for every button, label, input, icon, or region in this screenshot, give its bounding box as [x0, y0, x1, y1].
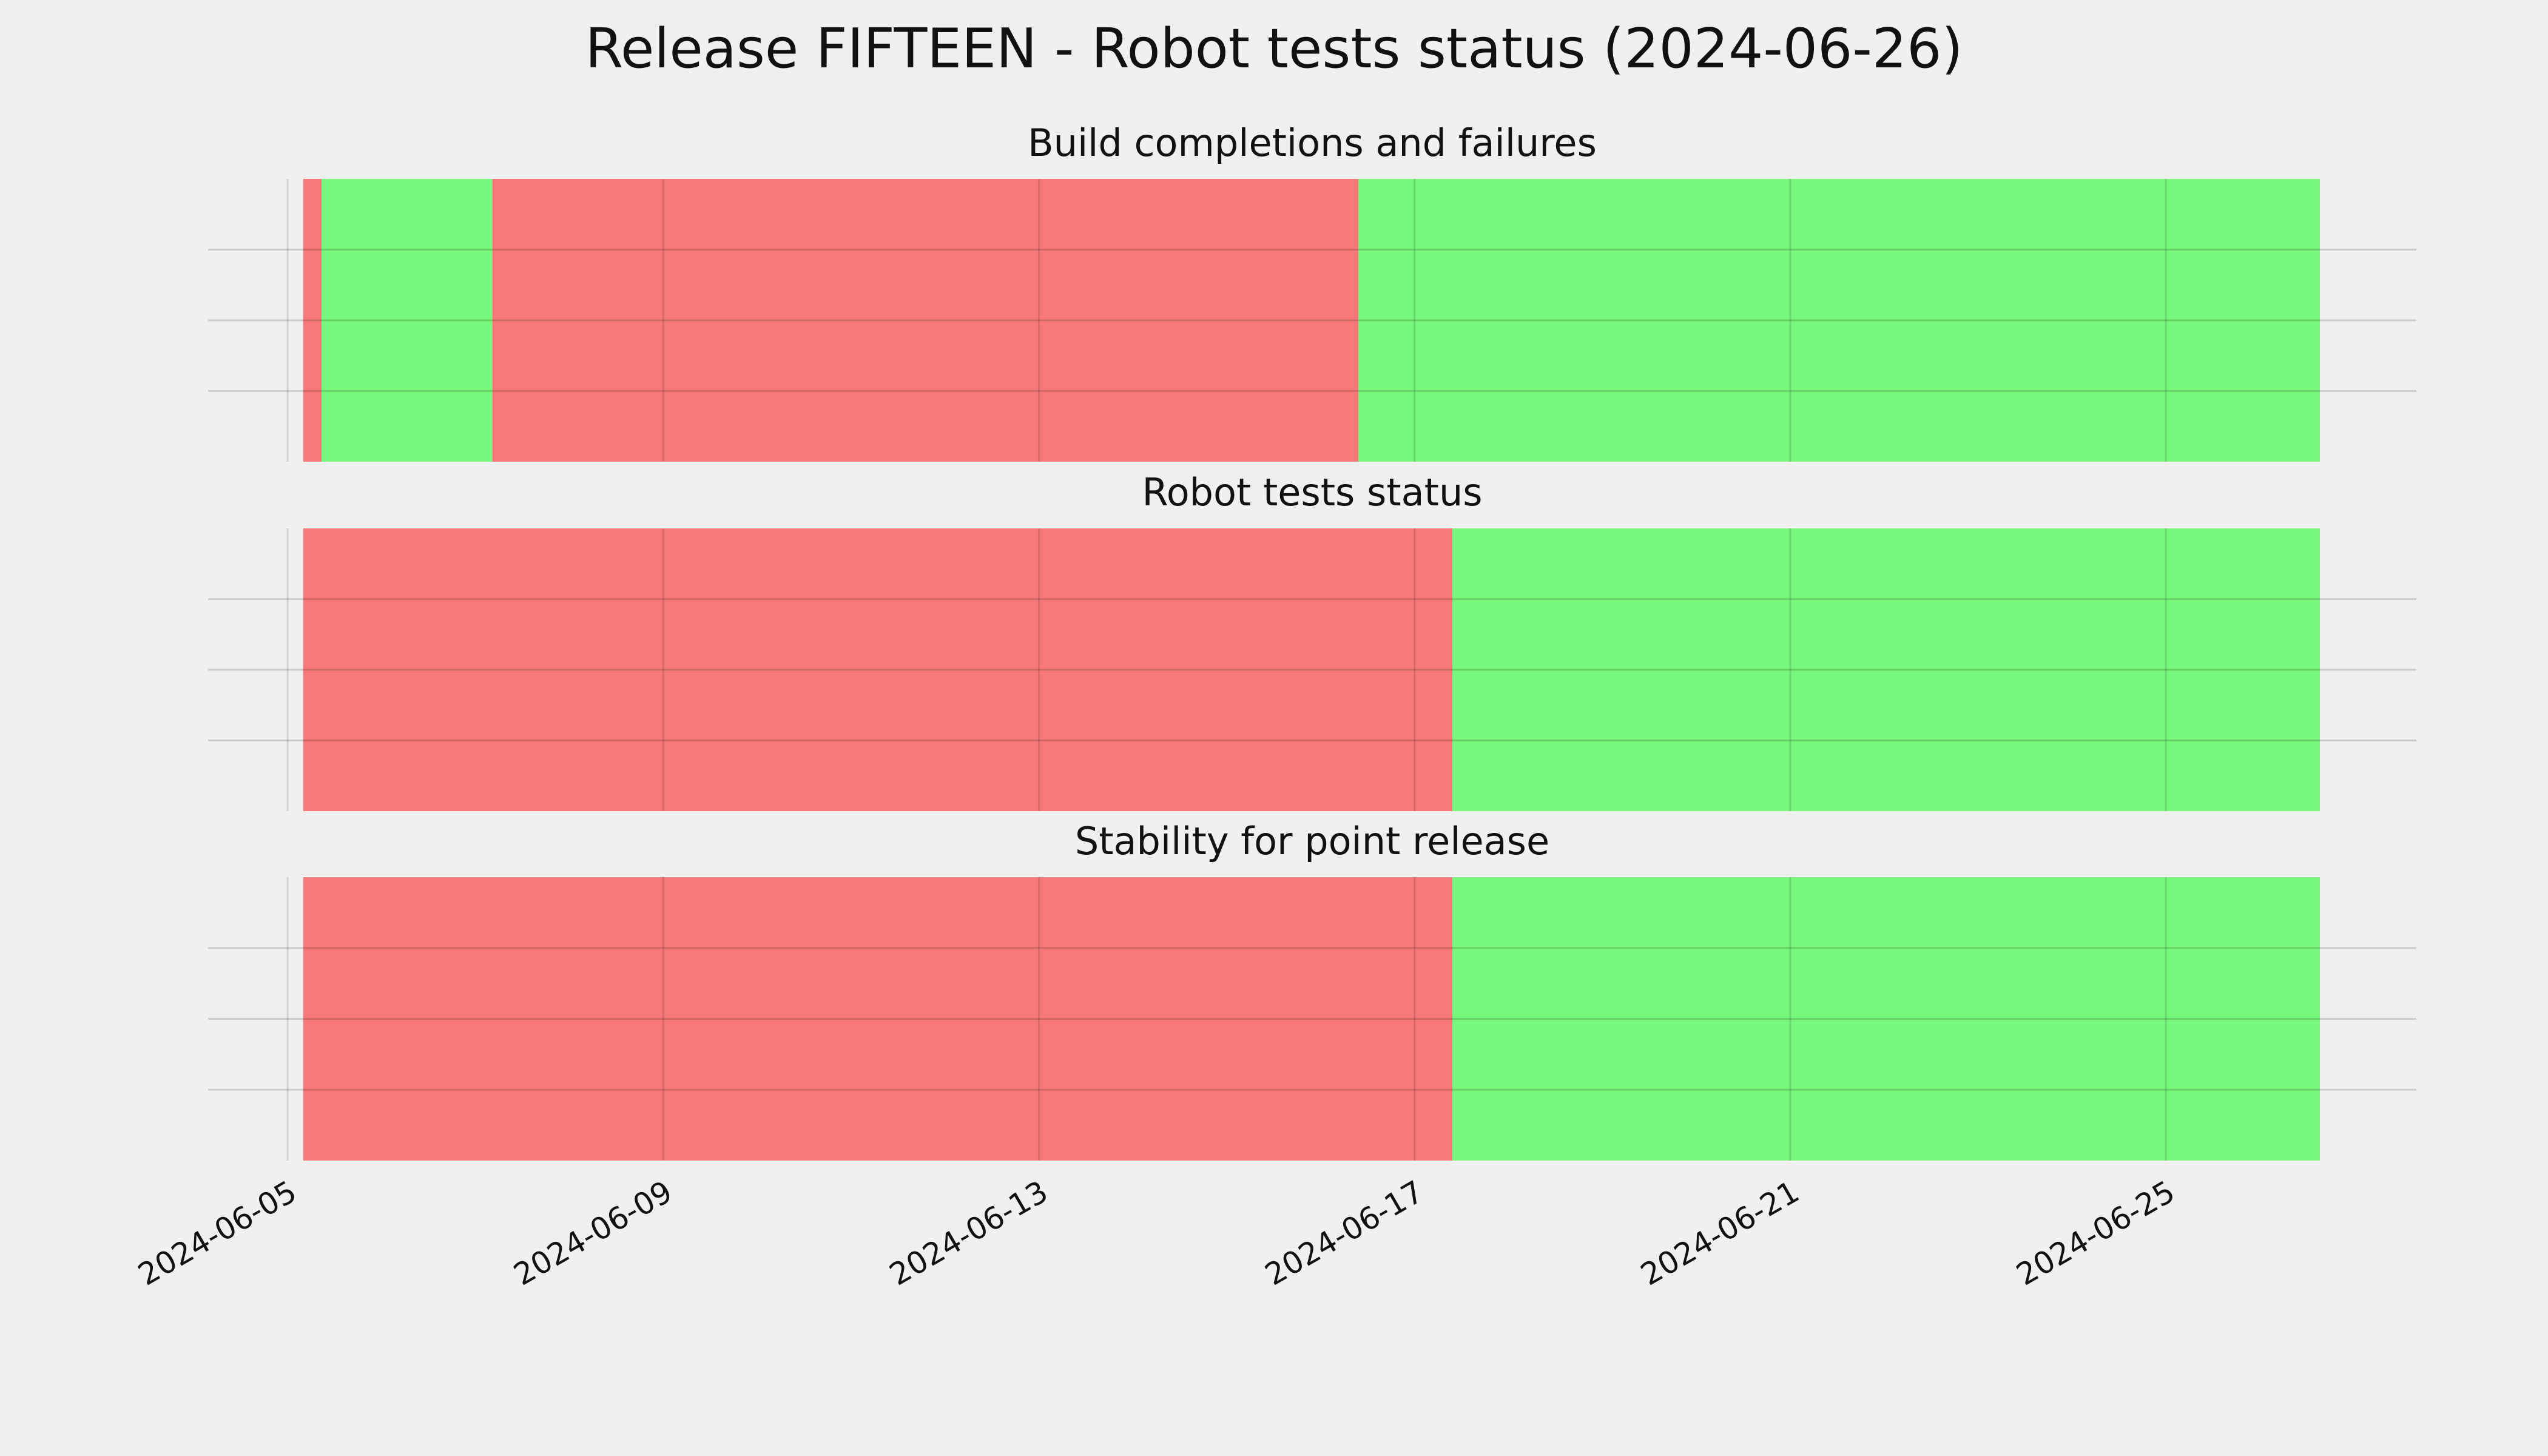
- span: [1452, 877, 2320, 1161]
- span: [303, 877, 1453, 1161]
- span: [1358, 179, 2320, 462]
- span: [1452, 528, 2320, 811]
- panel-title: Robot tests status: [1142, 470, 1482, 514]
- span: [303, 179, 322, 462]
- panel-title: Build completions and failures: [1028, 121, 1597, 165]
- span: [492, 179, 1359, 462]
- panel-title: Stability for point release: [1075, 819, 1549, 863]
- chart-title: Release FIFTEEN - Robot tests status (20…: [585, 17, 1963, 81]
- span: [303, 528, 1453, 811]
- span: [322, 179, 493, 462]
